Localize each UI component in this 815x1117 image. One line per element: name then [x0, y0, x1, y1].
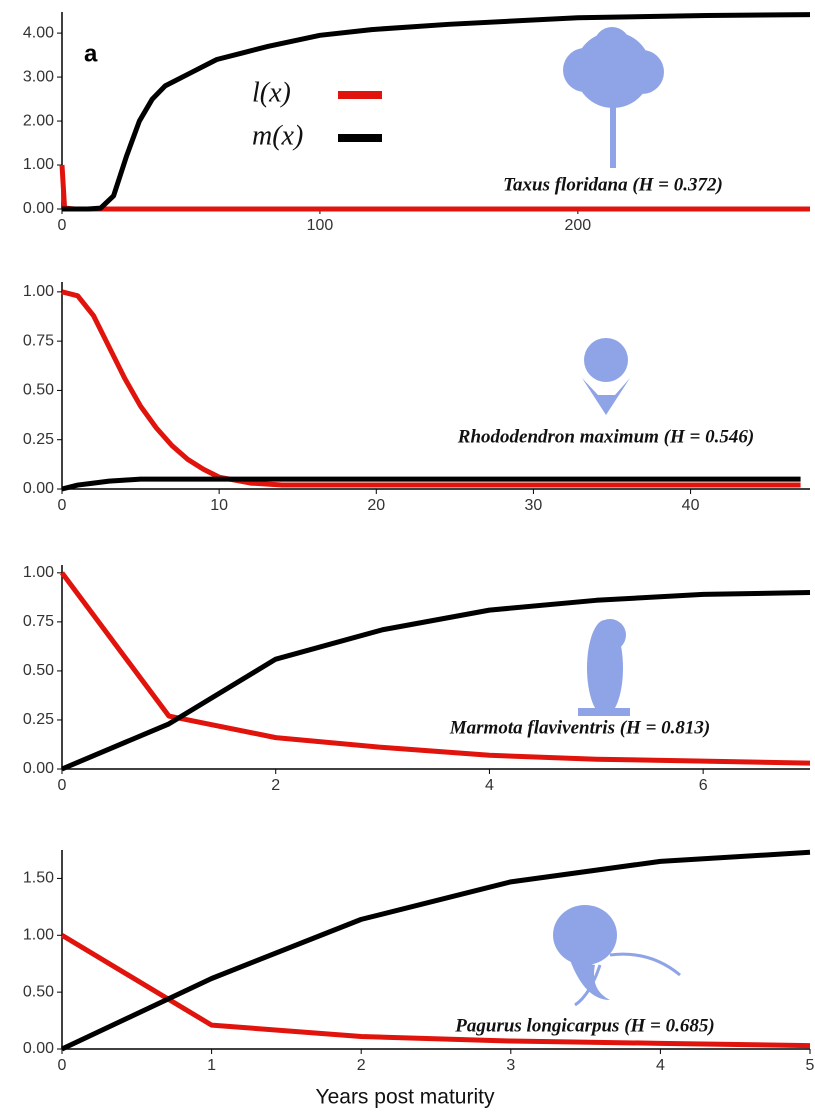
tree-icon [563, 27, 664, 168]
x-tick-label: 40 [682, 497, 700, 514]
x-tick-label: 20 [367, 497, 385, 514]
marmot-icon [578, 619, 630, 716]
annotation: Pagurus longicarpus (H = 0.685) [454, 1015, 714, 1036]
series-line [62, 12, 811, 212]
annotation: Marmota flaviventris (H = 0.813) [449, 717, 710, 738]
legend-label: m(x) [252, 120, 303, 151]
y-tick-label: 0.75 [23, 613, 54, 630]
silhouettes [553, 27, 681, 1007]
x-tick-label: 0 [58, 497, 67, 514]
x-axis-label: Years post maturity [316, 1086, 495, 1109]
x-tick-label: 4 [485, 777, 494, 794]
x-tick-label: 30 [525, 497, 543, 514]
x-tick-label: 100 [307, 217, 334, 234]
x-tick-label: 2 [357, 1057, 366, 1074]
y-tick-label: 0.00 [23, 760, 54, 777]
x-tick-label: 0 [58, 217, 67, 234]
x-tick-label: 0 [58, 1057, 67, 1074]
series-line [61, 476, 801, 492]
x-tick-label: 2 [271, 777, 280, 794]
series-line [60, 849, 811, 1052]
y-tick-label: 1.00 [23, 564, 54, 581]
y-tick-label: 0.00 [23, 480, 54, 497]
x-tick-label: 1 [207, 1057, 216, 1074]
annotation: Taxus floridana (H = 0.372) [503, 174, 723, 195]
y-tick-label: 0.25 [23, 431, 54, 448]
x-tick-label: 0 [58, 777, 67, 794]
y-tick-label: 2.00 [23, 112, 54, 129]
y-tick-label: 0.00 [23, 1040, 54, 1057]
y-tick-label: 1.50 [23, 870, 54, 887]
x-tick-label: 10 [210, 497, 228, 514]
legend-label: l(x) [252, 77, 291, 108]
y-tick-label: 3.00 [23, 68, 54, 85]
x-tick-label: 5 [806, 1057, 815, 1074]
annotation: Rhododendron maximum (H = 0.546) [457, 426, 754, 447]
series-line [61, 289, 801, 488]
y-tick-label: 0.50 [23, 662, 54, 679]
x-tick-label: 6 [699, 777, 708, 794]
panel-label: a [84, 40, 98, 67]
x-tick-label: 4 [656, 1057, 665, 1074]
y-tick-label: 0.75 [23, 332, 54, 349]
y-tick-label: 0.25 [23, 711, 54, 728]
y-tick-label: 4.00 [23, 24, 54, 41]
y-tick-label: 0.00 [23, 200, 54, 217]
series-line [60, 933, 811, 1049]
x-tick-label: 3 [506, 1057, 515, 1074]
y-tick-label: 1.00 [23, 283, 54, 300]
x-tick-label: 200 [565, 217, 592, 234]
y-tick-label: 1.00 [23, 927, 54, 944]
series-line [61, 589, 811, 772]
flower-icon [582, 338, 630, 415]
y-tick-label: 0.50 [23, 382, 54, 399]
y-tick-label: 0.50 [23, 983, 54, 1000]
series-line [59, 571, 811, 766]
crab-icon [553, 905, 681, 1007]
y-tick-label: 1.00 [23, 156, 54, 173]
